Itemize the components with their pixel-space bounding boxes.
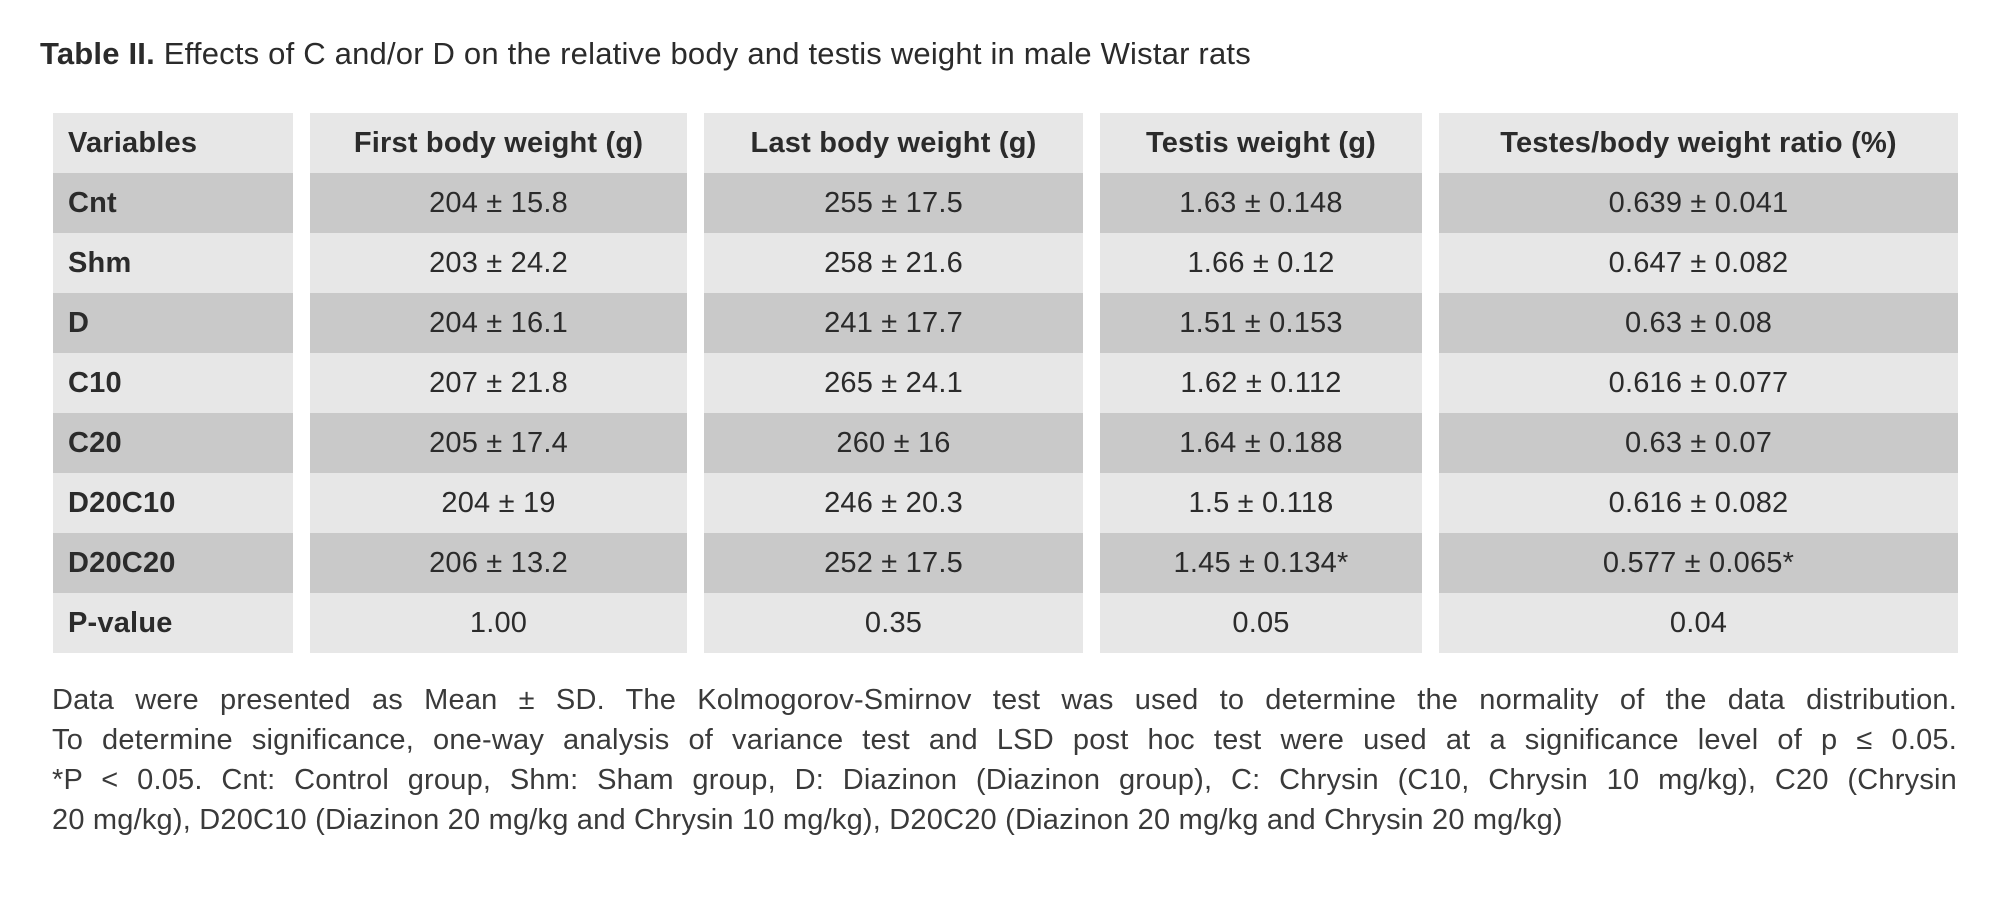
row-label: Shm [53, 233, 293, 293]
column-header: Testis weight (g) [1100, 113, 1422, 173]
data-table: Variables First body weight (g) Last body … [53, 113, 1958, 653]
cell-value: 0.05 [1100, 593, 1422, 653]
row-label: D20C10 [53, 473, 293, 533]
cell-value: 260 ± 16 [704, 413, 1083, 473]
cell-value: 0.04 [1439, 593, 1958, 653]
column-header: Last body weight (g) [704, 113, 1083, 173]
cell-value: 0.616 ± 0.082 [1439, 473, 1958, 533]
cell-value: 1.51 ± 0.153 [1100, 293, 1422, 353]
column-header: Testes/body weight ratio (%) [1439, 113, 1958, 173]
footnote-line: Data were presented as Mean ± SD. The Ko… [52, 684, 1957, 716]
table-footnote: Data were presented as Mean ± SD. The Ko… [52, 680, 1957, 840]
cell-value: 0.63 ± 0.07 [1439, 413, 1958, 473]
cell-value: 1.45 ± 0.134* [1100, 533, 1422, 593]
cell-value: 258 ± 21.6 [704, 233, 1083, 293]
cell-value: 0.616 ± 0.077 [1439, 353, 1958, 413]
footnote-line: 20 mg/kg), D20C10 (Diazinon 20 mg/kg and… [52, 804, 1563, 836]
footnote-line: *P < 0.05. Cnt: Control group, Shm: Sham… [52, 764, 1957, 796]
table-caption-text: Effects of C and/or D on the relative bo… [163, 36, 1251, 71]
cell-value: 241 ± 17.7 [704, 293, 1083, 353]
cell-value: 1.64 ± 0.188 [1100, 413, 1422, 473]
cell-value: 207 ± 21.8 [310, 353, 687, 413]
table-caption: Table II. Effects of C and/or D on the r… [40, 36, 2000, 72]
row-label: Cnt [53, 173, 293, 233]
cell-value: 1.00 [310, 593, 687, 653]
cell-value: 0.577 ± 0.065* [1439, 533, 1958, 593]
cell-value: 1.62 ± 0.112 [1100, 353, 1422, 413]
column-header: First body weight (g) [310, 113, 687, 173]
cell-value: 204 ± 15.8 [310, 173, 687, 233]
cell-value: 255 ± 17.5 [704, 173, 1083, 233]
cell-value: 0.63 ± 0.08 [1439, 293, 1958, 353]
cell-value: 203 ± 24.2 [310, 233, 687, 293]
cell-value: 204 ± 16.1 [310, 293, 687, 353]
row-label: C20 [53, 413, 293, 473]
cell-value: 1.5 ± 0.118 [1100, 473, 1422, 533]
cell-value: 252 ± 17.5 [704, 533, 1083, 593]
row-label: D20C20 [53, 533, 293, 593]
row-label: C10 [53, 353, 293, 413]
table-figure: Table II. Effects of C and/or D on the r… [0, 36, 2000, 840]
table-caption-label: Table II. [40, 36, 155, 71]
cell-value: 1.63 ± 0.148 [1100, 173, 1422, 233]
cell-value: 0.647 ± 0.082 [1439, 233, 1958, 293]
footnote-line: To determine significance, one-way analy… [52, 724, 1957, 756]
cell-value: 205 ± 17.4 [310, 413, 687, 473]
row-label: D [53, 293, 293, 353]
cell-value: 204 ± 19 [310, 473, 687, 533]
cell-value: 206 ± 13.2 [310, 533, 687, 593]
cell-value: 1.66 ± 0.12 [1100, 233, 1422, 293]
column-header: Variables [53, 113, 293, 173]
row-label: P-value [53, 593, 293, 653]
cell-value: 246 ± 20.3 [704, 473, 1083, 533]
cell-value: 265 ± 24.1 [704, 353, 1083, 413]
cell-value: 0.35 [704, 593, 1083, 653]
cell-value: 0.639 ± 0.041 [1439, 173, 1958, 233]
